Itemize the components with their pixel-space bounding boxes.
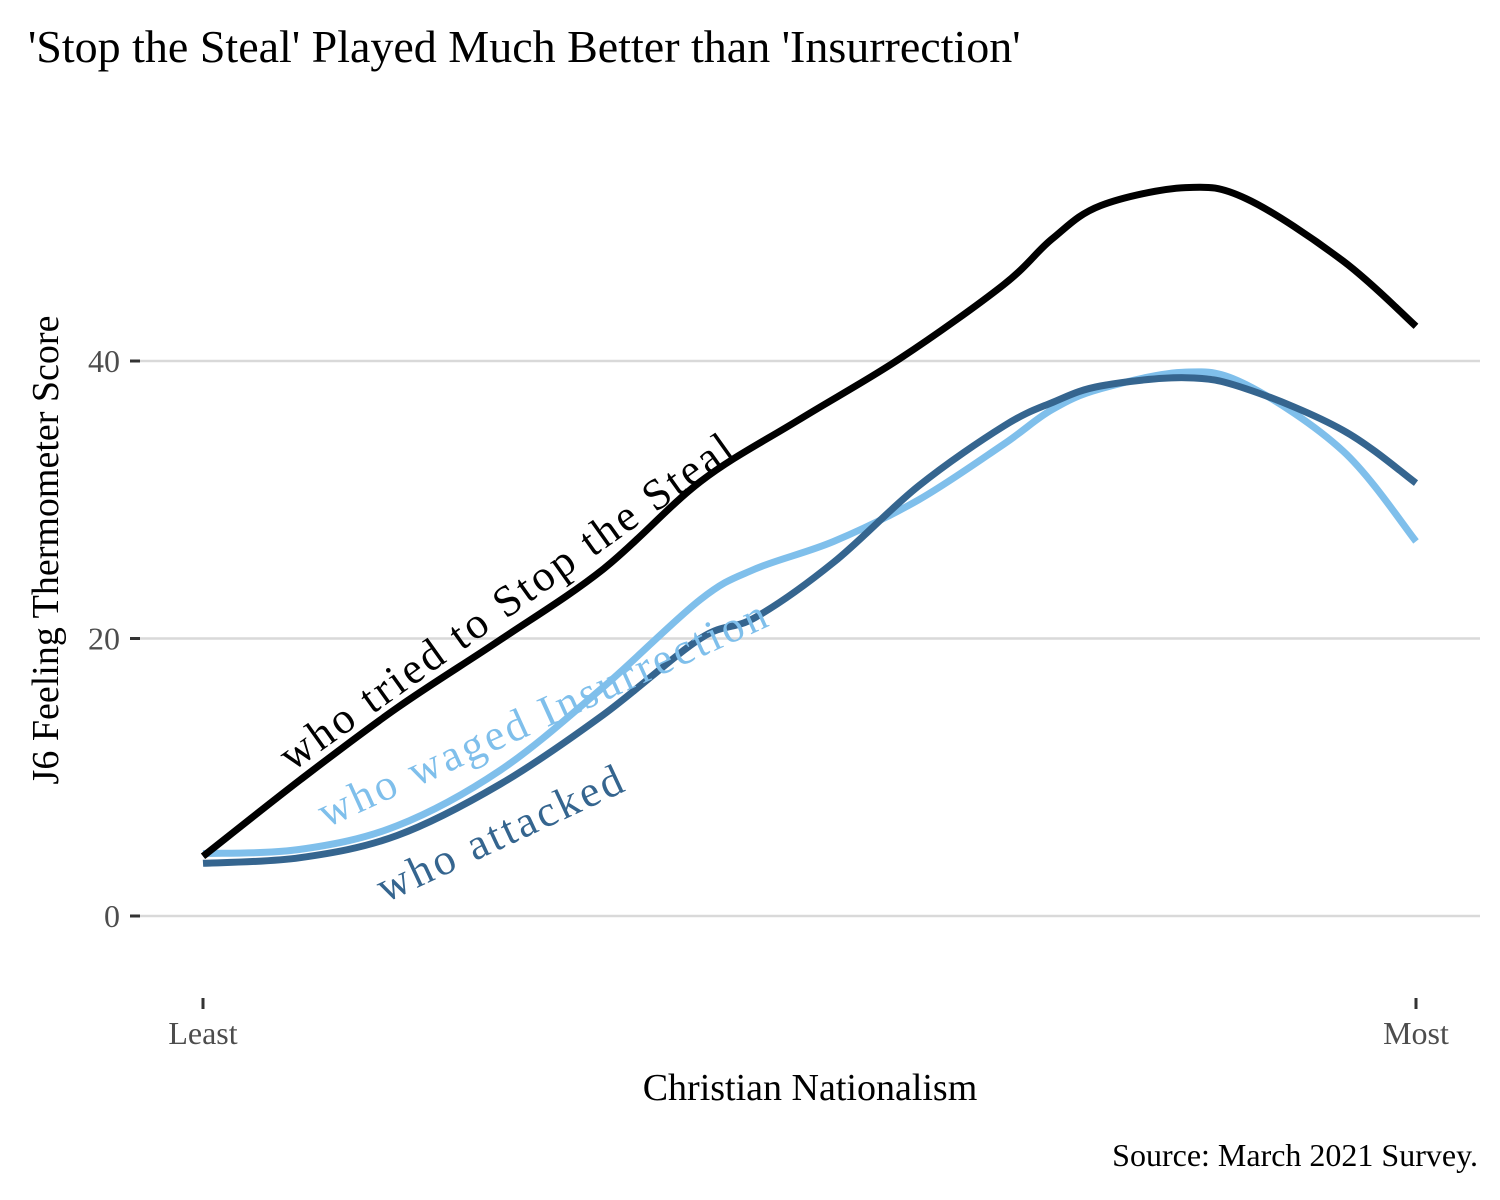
x-tick-label-least: Least [168, 1015, 237, 1051]
source-caption: Source: March 2021 Survey. [1112, 1137, 1478, 1173]
series-line-who-tried-to-stop-the-steal [200, 183, 1419, 860]
y-axis: 0 20 40 [88, 343, 140, 934]
y-tick-label-20: 20 [88, 621, 120, 657]
x-axis-title: Christian Nationalism [643, 1067, 978, 1109]
y-tick-label-40: 40 [88, 343, 120, 379]
y-tick-label-0: 0 [104, 898, 120, 934]
gridlines [138, 359, 1480, 918]
chart-title: 'Stop the Steal' Played Much Better than… [28, 21, 1021, 72]
x-tick-label-most: Most [1383, 1015, 1449, 1051]
y-axis-title: J6 Feeling Thermometer Score [25, 316, 67, 785]
series-line-who-attacked [202, 374, 1419, 867]
series-line-who-waged-insurrection [202, 368, 1419, 858]
x-axis: Least Most [168, 998, 1449, 1051]
series-lines [200, 183, 1419, 867]
